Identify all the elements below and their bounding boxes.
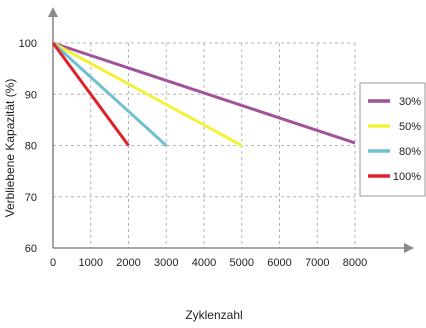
x-tick-label: 6000 [267, 257, 291, 269]
x-tick-label: 5000 [230, 257, 254, 269]
y-tick-label: 80 [25, 141, 37, 153]
x-axis-arrow-icon [404, 243, 414, 253]
series-lines [51, 41, 356, 147]
legend-label: 80% [399, 146, 421, 158]
x-tick-label: 1000 [79, 257, 103, 269]
legend-label: 100% [393, 171, 421, 183]
legend: 30% 50% 80% 100% [359, 82, 426, 197]
x-tick-label: 7000 [305, 257, 329, 269]
x-tick-label: 4000 [192, 257, 216, 269]
y-tick-label: 70 [25, 192, 37, 204]
y-axis-label: Verbliebene Kapazität (%) [3, 79, 17, 218]
x-tick-label: 2000 [116, 257, 140, 269]
legend-label: 50% [399, 121, 421, 133]
grid-lines [53, 42, 356, 248]
y-tick-label: 90 [25, 89, 37, 101]
series-line-30pct [52, 41, 356, 145]
y-tick-labels: 60 70 80 90 100 [19, 38, 37, 255]
x-tick-labels: 0 1000 2000 3000 4000 5000 6000 7000 8000 [50, 257, 367, 269]
series-line-80pct [51, 41, 168, 147]
x-tick-label: 3000 [154, 257, 178, 269]
x-axis-label: Zyklenzahl [185, 308, 242, 322]
x-tick-label: 0 [50, 257, 56, 269]
y-tick-label: 100 [19, 38, 37, 50]
y-axis-arrow-icon [48, 7, 58, 17]
legend-label: 30% [399, 96, 421, 108]
series-line-100pct [51, 42, 130, 147]
axes [48, 7, 414, 253]
series-line-50pct [52, 41, 243, 147]
x-tick-label: 8000 [343, 257, 367, 269]
y-tick-label: 60 [25, 243, 37, 255]
